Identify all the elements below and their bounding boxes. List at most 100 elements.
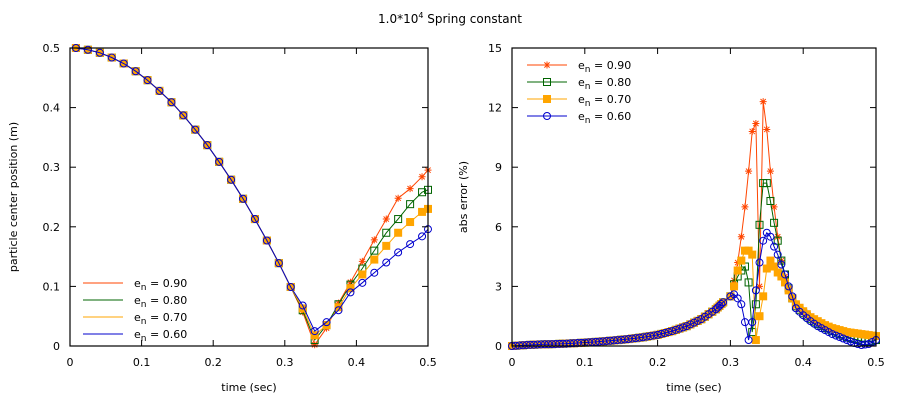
data-point [744,278,753,287]
data-point [737,300,746,309]
data-point [763,125,771,133]
data-point [839,334,848,343]
x-tick-label: 0.2 [649,356,667,369]
data-point [334,303,343,312]
data-point [744,336,753,345]
data-point [649,331,658,340]
y-tick-label: 12 [488,102,502,115]
data-point [370,255,379,264]
y-tick-label: 3 [495,280,502,293]
y-tick-label: 0 [495,340,502,353]
data-point [406,218,415,227]
legend-marker [543,95,551,103]
data-point [143,76,152,85]
data-point [370,246,379,255]
series-line [75,47,429,332]
data-point [682,322,691,331]
data-point [788,292,797,301]
x-tick-label: 0.3 [276,356,294,369]
series-en060 [508,228,880,350]
data-point [418,232,427,241]
data-point [748,127,756,135]
data-point [298,304,307,313]
data-point [346,284,355,293]
y-tick-label: 15 [488,42,502,55]
data-point [784,282,793,291]
series-line [75,47,429,341]
data-point [846,337,855,346]
data-point [737,256,746,265]
data-point [762,264,771,273]
legend-label: en = 0.60 [134,328,187,344]
data-point [751,286,760,295]
data-point [358,270,367,279]
data-point [717,300,726,309]
data-point [781,270,789,279]
data-point [83,45,92,54]
data-point [215,157,224,166]
data-point [131,67,140,76]
error-chart: 0 0.1 0.2 0.3 0.4 0.5 0 3 6 9 12 15 time (sec) abs … [457,42,885,394]
data-point [762,179,771,188]
data-point [664,328,673,337]
y-tick-label: 0.5 [43,42,61,55]
data-point [759,292,768,301]
data-point [828,330,837,339]
data-point [227,175,236,184]
data-point [751,336,760,345]
data-point [835,333,844,342]
data-point [406,200,415,209]
data-point [755,258,764,267]
error-x-axis-label: time (sec) [666,381,721,394]
y-tick-label: 6 [495,221,502,234]
data-point [418,207,427,216]
data-point [755,220,764,229]
data-point [770,242,779,251]
data-point [773,236,782,245]
legend-entry-en080: en = 0.80 [527,76,631,92]
data-point [262,236,271,245]
data-point [382,241,391,250]
data-point [298,301,307,310]
x-tick-label: 0.4 [348,356,366,369]
data-point [394,248,403,257]
data-point [370,236,378,244]
data-point [745,167,753,175]
x-tick-label: 0.3 [722,356,740,369]
data-point [766,167,774,175]
data-point [861,340,870,349]
data-point [788,294,797,303]
error-series-group [508,98,880,350]
data-point [418,173,426,181]
data-point [274,259,283,268]
data-point [239,194,248,203]
series-en090 [72,44,432,349]
data-point [737,233,745,241]
position-x-axis-label: time (sec) [221,381,276,394]
data-point [95,48,104,57]
data-point [406,240,415,249]
legend-entry-en070: en = 0.70 [527,93,631,109]
data-point [657,329,666,338]
data-point [394,194,402,202]
data-point [394,215,403,224]
position-series-group [71,44,432,349]
data-point [311,341,319,349]
legend-marker [543,78,551,86]
y-tick-label: 0.3 [43,161,61,174]
x-tick-label: 0.5 [867,356,885,369]
position-ticks: 0 0.1 0.2 0.3 0.4 0.5 0 0.1 0.2 0.3 0.4 0.5 [43,42,437,369]
series-line [511,101,877,347]
data-point [660,328,669,337]
data-point [766,232,775,241]
legend-label: en = 0.90 [134,277,187,293]
data-point [394,228,403,237]
data-point [286,282,295,291]
data-point [690,318,698,327]
data-point [781,278,789,287]
data-point [668,327,677,336]
legend-entry-en080: en = 0.80 [83,294,187,310]
x-tick-label: 0.5 [419,356,437,369]
error-ticks: 0 0.1 0.2 0.3 0.4 0.5 0 3 6 9 12 15 [488,42,885,369]
